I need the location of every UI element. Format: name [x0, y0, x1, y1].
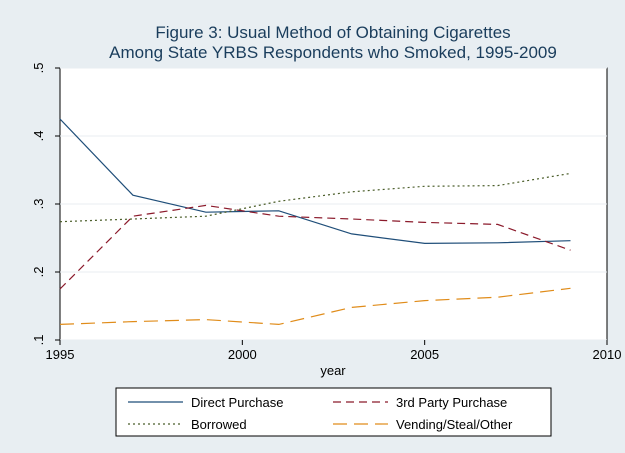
y-tick-label: .1: [31, 335, 46, 346]
chart-title: Figure 3: Usual Method of Obtaining Ciga…: [155, 23, 510, 42]
x-axis: 1995 2000 2005 2010: [46, 340, 622, 362]
x-axis-label: year: [320, 363, 346, 378]
legend-label: Direct Purchase: [191, 395, 283, 410]
y-tick-label: .5: [31, 63, 46, 74]
x-tick-label: 1995: [46, 347, 75, 362]
legend-label: 3rd Party Purchase: [396, 395, 507, 410]
series-line-borrowed: [59, 172, 571, 223]
legend: Direct Purchase 3rd Party Purchase Borrowe…: [115, 387, 552, 437]
series-line-3rd-party-purchase: [59, 204, 571, 290]
y-tick-label: .4: [31, 131, 46, 142]
legend-label: Vending/Steal/Other: [396, 417, 513, 432]
legend-label: Borrowed: [191, 417, 247, 432]
chart-subtitle: Among State YRBS Respondents who Smoked,…: [109, 43, 557, 62]
y-axis: .1 .2 .3 .4 .5: [31, 63, 60, 346]
series-lines: [59, 118, 571, 326]
x-tick-label: 2010: [593, 347, 622, 362]
legend-items: Direct Purchase 3rd Party Purchase Borrowe…: [128, 395, 513, 432]
series-line-direct-purchase: [59, 118, 571, 245]
x-tick-label: 2000: [228, 347, 257, 362]
y-tick-label: .2: [31, 267, 46, 278]
x-tick-label: 2005: [410, 347, 439, 362]
y-tick-label: .3: [31, 199, 46, 210]
grid-lines: [60, 67, 607, 341]
legend-box: [115, 387, 552, 437]
series-line-vending-steal-other: [59, 287, 571, 326]
